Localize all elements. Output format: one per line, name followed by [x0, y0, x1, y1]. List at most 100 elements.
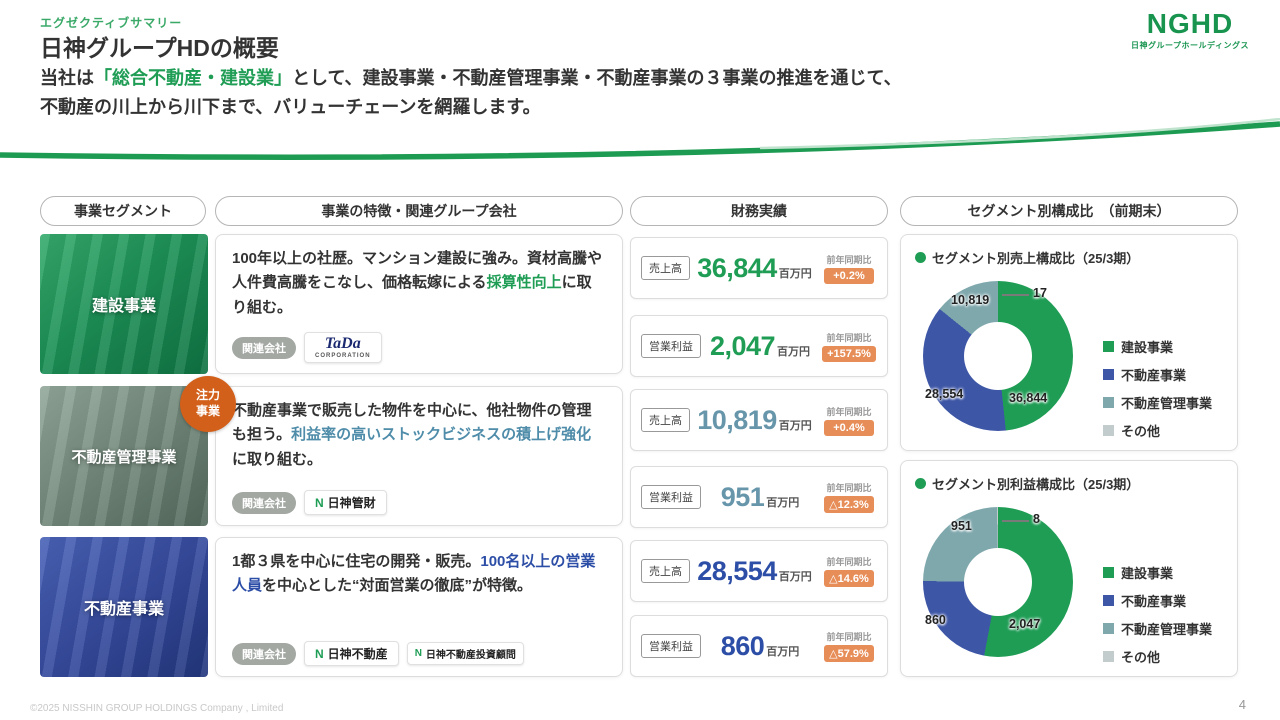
lead-emphasis: 「総合不動産・建設業」 — [94, 68, 292, 88]
financial-box-sales-real-estate: 売上高 28,554 百万円 前年同期比 △14.6% — [630, 540, 888, 602]
chart-title-text: セグメント別売上構成比（25/3期） — [932, 251, 1140, 266]
lead-text: 当社は「総合不動産・建設業」として、建設事業・不動産管理事業・不動産事業の３事業… — [40, 64, 1090, 122]
value-unit: 百万円 — [778, 570, 812, 583]
company-name: 日神不動産投資顧問 — [425, 650, 516, 661]
value-number: 36,844 — [697, 252, 777, 283]
slice-label-real-estate: 28,554 — [925, 387, 964, 401]
legend-item: その他 — [1103, 647, 1212, 666]
related-companies-label: 関連会社 — [232, 642, 296, 665]
yoy-block: 前年同期比 +0.2% — [819, 253, 879, 284]
slice-label-property-management: 951 — [951, 519, 972, 533]
legend-swatch-icon — [1103, 369, 1114, 380]
segment-name: 不動産事業 — [83, 601, 164, 618]
segment-tile-real-estate: 不動産事業 — [40, 537, 208, 677]
legend-swatch-icon — [1103, 397, 1114, 408]
financial-value: 2,047 百万円 — [701, 331, 819, 362]
financial-label-chip: 売上高 — [641, 408, 690, 432]
slice-label-property-management: 10,819 — [951, 293, 990, 307]
donut-ring — [923, 507, 1073, 657]
value-number: 860 — [720, 630, 765, 661]
feature-card-property-management: 不動産事業で販売した物件を中心に、他社物件の管理も担う。利益率の高いストックビジ… — [215, 386, 623, 526]
financial-label-chip: 営業利益 — [641, 485, 701, 509]
focus-badge-line2: 事業 — [195, 404, 220, 418]
legend-swatch-icon — [1103, 341, 1114, 352]
financial-value: 10,819 百万円 — [690, 405, 819, 436]
value-number: 2,047 — [709, 330, 776, 361]
feature-card-construction: 100年以上の社歴。マンション建設に強み。資材高騰や人件費高騰をこなし、価格転嫁… — [215, 234, 623, 374]
desc-emphasis: 利益率の高いストックビジネスの積上げ強化 — [291, 426, 592, 444]
nisshin-logo-mark-icon: N — [315, 646, 324, 661]
legend-item: 不動産管理事業 — [1103, 619, 1212, 638]
chart-legend: 建設事業 不動産事業 不動産管理事業 その他 — [1103, 337, 1212, 440]
nisshin-logo-mark-icon: N — [315, 495, 324, 510]
related-companies-row: 関連会社 TaDa CORPORATION — [232, 332, 382, 363]
focus-badge-line1: 注力 — [195, 388, 220, 403]
segment-tile-property-management: 不動産管理事業 注力 事業 — [40, 376, 236, 526]
legend-label: 不動産事業 — [1121, 594, 1187, 609]
yoy-badge: +157.5% — [822, 345, 876, 362]
page-number: 4 — [1238, 697, 1246, 712]
legend-item: 建設事業 — [1103, 563, 1212, 582]
yoy-block: 前年同期比 △12.3% — [819, 481, 879, 513]
legend-item: その他 — [1103, 421, 1212, 440]
column-header-financials: 財務実績 — [630, 196, 888, 226]
desc-pre: 1都３県を中心に住宅の開発・販売。 — [232, 553, 481, 570]
chart-title-text: セグメント別利益構成比（25/3期） — [932, 477, 1140, 492]
column-header-segment: 事業セグメント — [40, 196, 206, 226]
financial-value: 28,554 百万円 — [690, 556, 819, 587]
financial-box-sales-property-management: 売上高 10,819 百万円 前年同期比 +0.4% — [630, 389, 888, 451]
related-companies-row: 関連会社 N 日神管財 — [232, 490, 387, 515]
desc-post: に取り組む。 — [232, 450, 323, 468]
yoy-label: 前年同期比 — [826, 254, 872, 265]
value-unit: 百万円 — [766, 496, 800, 509]
financial-label-chip: 営業利益 — [641, 634, 701, 658]
related-companies-row: 関連会社 N 日神不動産 N 日神不動産投資顧問 — [232, 641, 524, 666]
legend-swatch-icon — [1103, 425, 1114, 436]
desc-pre: 不動産事業で販売した物件を中心に、他社物件の管理も担う。 — [232, 402, 592, 444]
yoy-block: 前年同期比 △57.9% — [819, 630, 879, 662]
financial-value: 951 百万円 — [701, 482, 819, 513]
yoy-badge: △57.9% — [824, 645, 874, 662]
related-companies-label: 関連会社 — [232, 336, 296, 359]
donut-ring — [923, 281, 1073, 431]
legend-item: 不動産管理事業 — [1103, 393, 1212, 412]
copyright-text: ©2025 NISSHIN GROUP HOLDINGS Company , L… — [30, 703, 284, 714]
slice-label-construction: 2,047 — [1009, 617, 1041, 631]
yoy-label: 前年同期比 — [826, 632, 872, 642]
lead-post: として、建設事業・不動産管理事業・不動産事業の３事業の推進を通じて、 — [292, 68, 902, 88]
nisshin-logo-mark-icon: N — [414, 648, 422, 659]
chart-legend: 建設事業 不動産事業 不動産管理事業 その他 — [1103, 563, 1212, 666]
segment-name: 不動産管理事業 — [71, 448, 177, 466]
yoy-label: 前年同期比 — [826, 483, 872, 493]
bullet-dot-icon — [915, 252, 926, 263]
slice-label-real-estate: 860 — [925, 613, 946, 627]
yoy-block: 前年同期比 △14.6% — [819, 555, 879, 587]
legend-label: その他 — [1121, 424, 1161, 439]
company-logo-chip-toushikomon: N 日神不動産投資顧問 — [406, 642, 524, 665]
related-companies-label: 関連会社 — [232, 491, 296, 514]
yoy-badge: △14.6% — [824, 570, 874, 587]
legend-swatch-icon — [1103, 595, 1114, 606]
tada-logo-text: TaDa — [324, 335, 361, 352]
company-logo-chip-fudosan: N 日神不動産 — [304, 641, 399, 666]
column-header-features: 事業の特徴・関連グループ会社 — [215, 196, 623, 226]
green-swoosh-divider — [0, 118, 1280, 160]
legend-item: 不動産事業 — [1103, 365, 1212, 384]
yoy-label: 前年同期比 — [826, 406, 872, 417]
legend-label: 不動産管理事業 — [1121, 396, 1213, 411]
company-logo-chip-tada: TaDa CORPORATION — [304, 332, 382, 363]
financial-label-chip: 売上高 — [641, 256, 690, 280]
desc-emphasis: 100名以上の営業人員 — [232, 553, 596, 595]
company-logo-mark: NGHD — [1146, 8, 1234, 39]
focus-business-badge: 注力 事業 — [180, 376, 236, 432]
desc-pre: 100年以上の社歴。マンション建設に強み。資材高騰や人件費高騰をこなし、価格転嫁… — [232, 250, 603, 292]
sales-composition-card: セグメント別売上構成比（25/3期） 10,819 17 28,554 36,8… — [900, 234, 1238, 451]
yoy-block: 前年同期比 +157.5% — [819, 331, 879, 362]
desc-emphasis: 採算性向上 — [486, 274, 562, 292]
yoy-badge: +0.4% — [824, 419, 874, 436]
legend-label: 建設事業 — [1121, 566, 1174, 581]
segment-name: 建設事業 — [91, 298, 156, 315]
financial-box-profit-property-management: 営業利益 951 百万円 前年同期比 △12.3% — [630, 466, 888, 528]
segment-description: 1都３県を中心に住宅の開発・販売。100名以上の営業人員を中心とした“対面営業の… — [232, 550, 606, 599]
